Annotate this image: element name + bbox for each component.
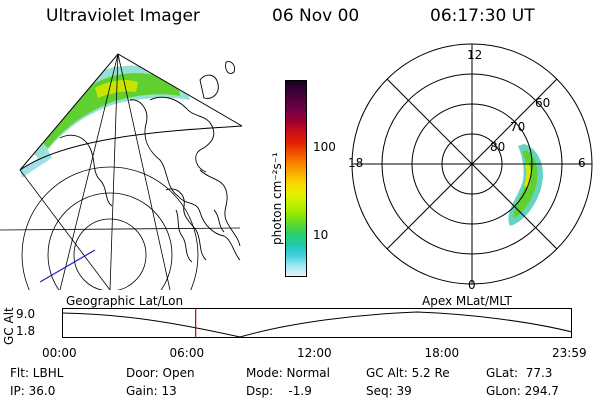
- status-field: GLat: 77.3: [486, 366, 553, 380]
- status-field: Seq: 39: [366, 384, 412, 398]
- timeline-y-title: GC Alt: [2, 307, 16, 345]
- mlat-label-70: 70: [510, 120, 526, 134]
- instrument-title: Ultraviolet Imager: [46, 6, 200, 26]
- mlat-label-60: 60: [535, 96, 551, 110]
- status-field: GLon: 294.7: [486, 384, 559, 398]
- status-field: Gain: 13: [126, 384, 177, 398]
- aurora-emission-geographic: [20, 65, 190, 178]
- timeline-y-top: 9.0: [16, 307, 36, 321]
- altitude-curve: [61, 311, 573, 338]
- status-field: IP: 36.0: [10, 384, 56, 398]
- mlt-label-6: 6: [578, 156, 586, 170]
- geographic-map-panel: [0, 53, 243, 290]
- mlt-label-12: 12: [467, 48, 483, 62]
- polar-mlat-mlt-plot: [351, 43, 593, 285]
- colorbar: [285, 80, 307, 277]
- observation-time: 06:17:30 UT: [430, 6, 535, 26]
- aurora-emission-polar: [508, 144, 544, 226]
- observation-date: 06 Nov 00: [272, 6, 360, 26]
- altitude-timeline-chart: [61, 308, 573, 338]
- timeline-x-tick: 00:00: [42, 346, 77, 360]
- colorbar-tick-10: 10: [313, 228, 329, 242]
- timeline-right-label: Apex MLat/MLT: [422, 294, 512, 308]
- timeline-left-label: Geographic Lat/Lon: [66, 294, 184, 308]
- timeline-y-bottom: 1.8: [16, 324, 36, 338]
- colorbar-tick-100: 100: [313, 140, 336, 154]
- mlt-label-0: 0: [468, 278, 476, 292]
- timeline-x-tick: 18:00: [424, 346, 460, 360]
- timeline-x-tick: 23:59: [552, 346, 587, 360]
- status-field: Dsp: -1.9: [246, 384, 312, 398]
- colorbar-unit-label: photon cm⁻²s⁻¹: [270, 152, 284, 245]
- mlt-label-18: 18: [348, 156, 364, 170]
- timeline-x-tick: 12:00: [297, 346, 332, 360]
- timeline-x-tick: 06:00: [169, 346, 205, 360]
- status-field: Flt: LBHL: [10, 366, 64, 380]
- status-field: Mode: Normal: [246, 366, 330, 380]
- status-field: GC Alt: 5.2 Re: [366, 366, 450, 380]
- mlat-label-80: 80: [490, 140, 506, 154]
- status-field: Door: Open: [126, 366, 195, 380]
